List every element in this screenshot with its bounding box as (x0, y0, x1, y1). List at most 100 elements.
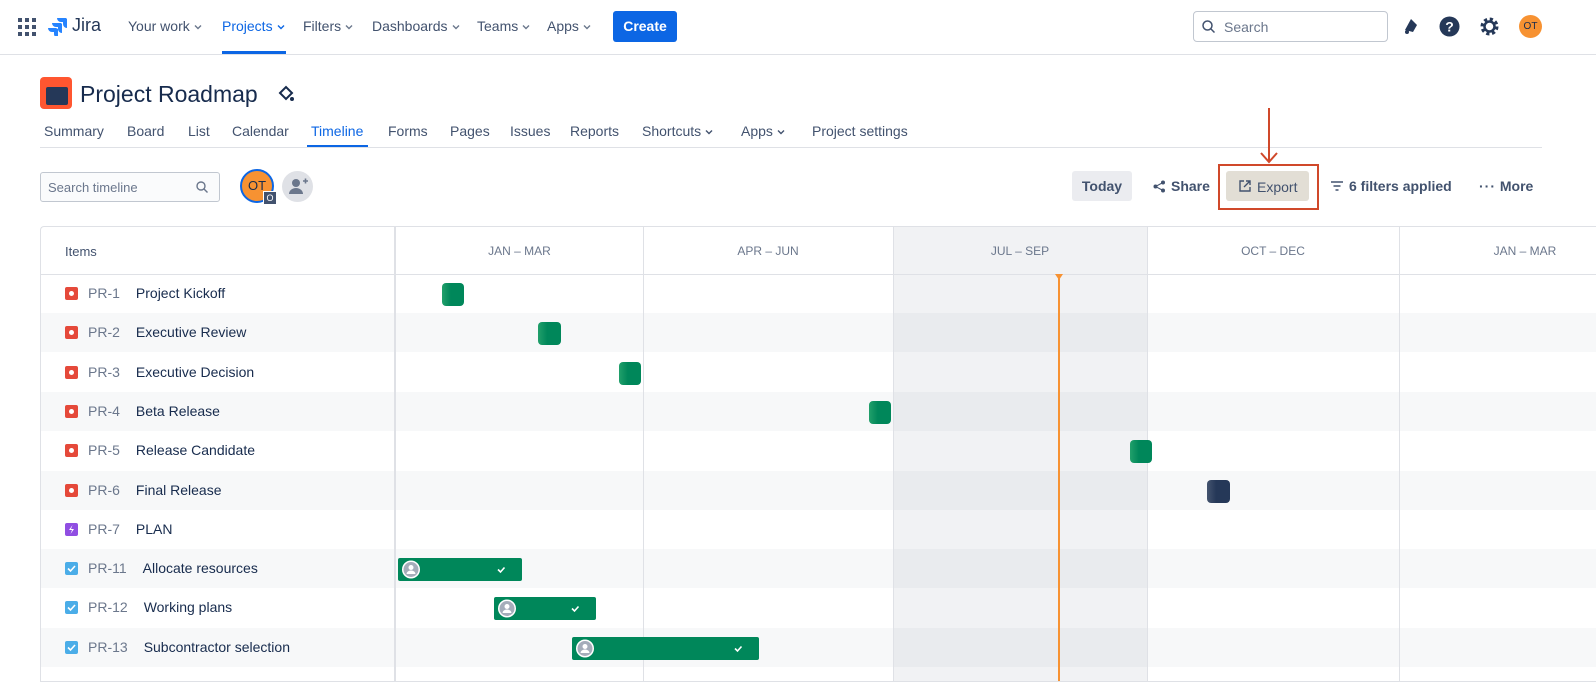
item-row[interactable]: PR-5 Release Candidate (88, 442, 255, 458)
timeline-bar[interactable] (398, 558, 522, 582)
chevron (705, 130, 713, 135)
items-divider (394, 227, 396, 681)
search-box[interactable]: Search (1193, 11, 1388, 42)
timeline-bar[interactable] (619, 361, 641, 385)
issue-key[interactable]: PR-3 (88, 363, 120, 380)
project-tab[interactable]: Project settings (812, 123, 908, 139)
issue-type-icon (65, 365, 78, 379)
chevron (277, 25, 285, 30)
nav-item[interactable]: Apps (547, 18, 591, 34)
more-button[interactable]: ··· More (1479, 178, 1534, 194)
add-people[interactable] (282, 171, 313, 202)
timeline-bar[interactable] (442, 283, 464, 306)
highlight-box (1218, 164, 1319, 210)
search-placeholder: Search (1224, 19, 1269, 35)
jira-logo[interactable] (48, 16, 68, 36)
chevron (194, 25, 202, 30)
issue-key[interactable]: PR-4 (88, 402, 120, 419)
item-row[interactable]: PR-11 Allocate resources (88, 560, 258, 576)
project-tab[interactable]: Board (127, 123, 164, 139)
nav-label: Projects (222, 18, 273, 34)
project-tab[interactable]: Reports (570, 123, 619, 139)
timeline-bar[interactable] (572, 636, 759, 660)
item-row[interactable]: PR-6 Final Release (88, 482, 222, 498)
issue-type-icon (65, 483, 78, 497)
today-button[interactable]: Today (1072, 171, 1132, 201)
settings[interactable] (1479, 16, 1500, 37)
issue-title[interactable]: Executive Decision (135, 363, 255, 380)
nav-item[interactable]: Projects (222, 18, 285, 34)
issue-key[interactable]: PR-11 (88, 560, 127, 577)
chevron (452, 25, 459, 30)
nav-item[interactable]: Dashboards (372, 18, 460, 34)
theme-icon[interactable] (277, 85, 295, 103)
issue-key[interactable]: PR-1 (88, 285, 120, 301)
issue-key[interactable]: PR-5 (88, 442, 120, 459)
item-row[interactable]: PR-1 Project Kickoff (88, 285, 225, 301)
share-button[interactable]: Share (1171, 178, 1210, 194)
item-row[interactable]: PR-4 Beta Release (88, 403, 220, 419)
nav-item[interactable]: Teams (477, 18, 530, 34)
issue-title[interactable]: Working plans (143, 599, 233, 616)
timeline-search[interactable]: Search timeline (40, 172, 220, 202)
filters-button[interactable]: 6 filters applied (1349, 178, 1452, 194)
tab-label: Issues (510, 123, 551, 139)
nav-item[interactable]: Filters (303, 18, 353, 34)
issue-type-icon (65, 562, 78, 576)
quarter-label: OCT – DEC (1241, 244, 1305, 258)
timeline-bar[interactable] (869, 400, 891, 424)
search-icon (196, 181, 208, 193)
issue-key[interactable]: PR-12 (88, 599, 128, 616)
chevron (345, 25, 353, 30)
timeline: Items JAN – MAR APR – JUN JUL – SEP OCT – DE… (40, 226, 1596, 682)
notifications[interactable] (1401, 16, 1421, 36)
issue-title[interactable]: Executive Review (135, 324, 247, 341)
row-stripe (41, 627, 1596, 667)
project-tab[interactable]: Shortcuts (642, 123, 713, 139)
item-row[interactable]: PR-12 Working plans (88, 599, 232, 615)
timeline-bar[interactable] (538, 322, 561, 346)
project-tab[interactable]: Issues (510, 123, 550, 139)
project-tab[interactable]: Forms (388, 123, 428, 139)
project-tab[interactable]: List (188, 123, 210, 139)
issue-title[interactable]: PLAN (135, 520, 173, 537)
project-tab[interactable]: Summary (44, 123, 104, 139)
export-button[interactable]: Export (1226, 171, 1309, 201)
timeline-bar[interactable] (494, 597, 596, 621)
item-row[interactable]: PR-7 PLAN (88, 521, 172, 537)
today-line (1058, 274, 1060, 681)
tab-label: Summary (44, 123, 104, 139)
issue-type-icon (65, 444, 78, 458)
issue-key[interactable]: PR-6 (88, 481, 120, 498)
avatar-badge: O (263, 191, 277, 205)
timeline-bar[interactable] (1207, 479, 1230, 503)
timeline-bar[interactable] (1130, 440, 1152, 464)
project-tab[interactable]: Pages (450, 123, 490, 139)
tab-label: Forms (388, 123, 428, 139)
create-button[interactable]: Create (613, 11, 677, 42)
issue-title[interactable]: Final Release (135, 481, 222, 498)
issue-title[interactable]: Allocate resources (142, 560, 258, 577)
issue-title[interactable]: Subcontractor selection (143, 638, 290, 655)
tab-label: Reports (570, 123, 620, 139)
product-name[interactable]: Jira (72, 15, 102, 35)
help[interactable]: ? (1439, 16, 1460, 37)
project-tab[interactable]: Calendar (232, 123, 289, 139)
issue-title[interactable]: Release Candidate (135, 442, 255, 459)
item-row[interactable]: PR-3 Executive Decision (88, 364, 254, 380)
tab-label: Board (127, 123, 165, 139)
issue-title[interactable]: Project Kickoff (135, 285, 226, 301)
app-switcher[interactable] (18, 18, 36, 36)
user-avatar[interactable]: OT (1519, 15, 1542, 38)
nav-item[interactable]: Your work (128, 18, 202, 34)
item-row[interactable]: PR-2 Executive Review (88, 324, 246, 340)
issue-key[interactable]: PR-13 (88, 638, 128, 655)
issue-title[interactable]: Beta Release (135, 402, 220, 419)
item-row[interactable]: PR-13 Subcontractor selection (88, 639, 290, 655)
project-tab[interactable]: Apps (741, 123, 785, 139)
quarter-divider (893, 227, 894, 681)
issue-key[interactable]: PR-7 (88, 520, 120, 537)
issue-key[interactable]: PR-2 (88, 324, 120, 341)
project-tab[interactable]: Timeline (311, 123, 363, 139)
